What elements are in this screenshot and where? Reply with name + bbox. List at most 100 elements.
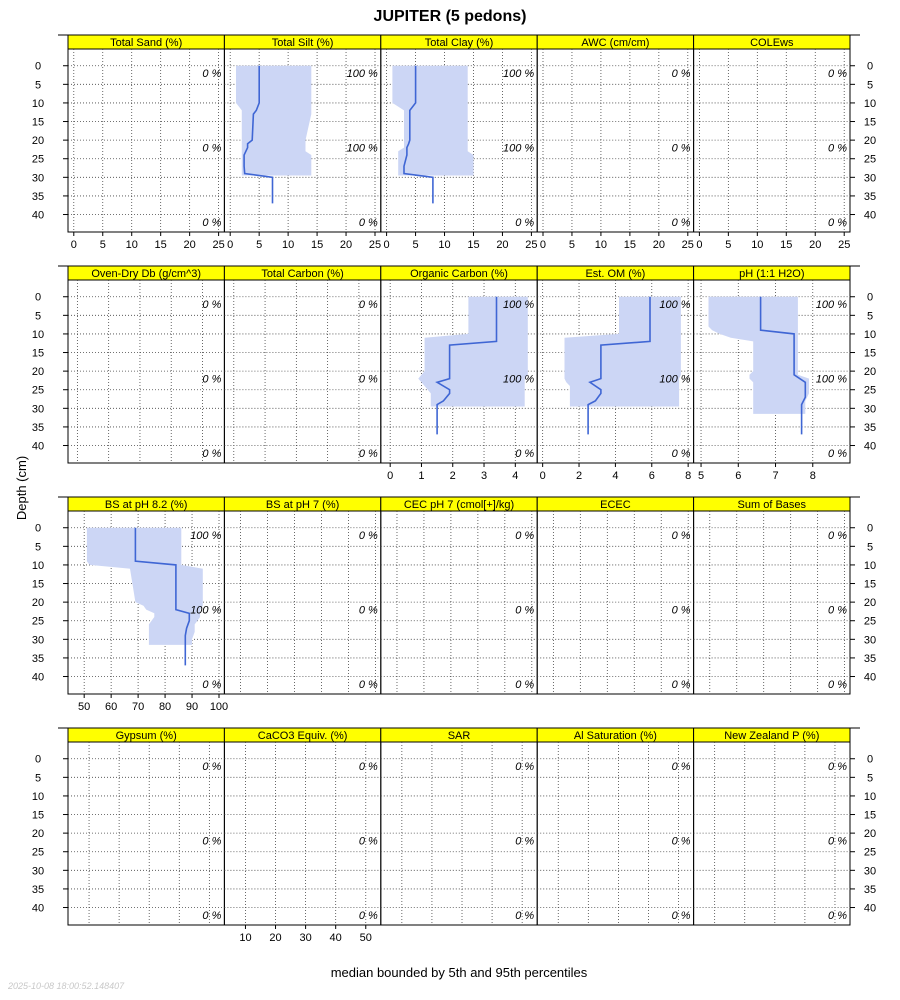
x-tick-label: 3: [481, 470, 487, 482]
y-tick-label-right: 15: [864, 810, 876, 822]
x-tick-label: 5: [412, 239, 418, 251]
y-tick-label-right: 35: [864, 191, 876, 203]
y-tick-label-right: 20: [864, 597, 876, 609]
median-line: [435, 296, 498, 435]
x-tick-label: 5: [100, 239, 106, 251]
y-tick-label-left: 25: [32, 616, 44, 628]
pct-label: 0 %: [202, 679, 221, 691]
x-tick-label: 25: [525, 239, 537, 251]
pct-label: 0 %: [202, 299, 221, 311]
x-tick-label: 2: [576, 470, 582, 482]
y-tick-label-right: 10: [864, 560, 876, 572]
x-tick-label: 5: [256, 239, 262, 251]
y-tick-label-right: 5: [867, 772, 873, 784]
y-tick-label-right: 10: [864, 98, 876, 110]
panel-row-3: BS at pH 8.2 (%)100 %100 %0 %50 60 70 80 90 1…: [32, 496, 876, 713]
percentile-band: [418, 296, 528, 407]
y-tick-label-left: 35: [32, 653, 44, 665]
y-tick-label-right: 30: [864, 172, 876, 184]
y-tick-label-left: 15: [32, 810, 44, 822]
panel-total-clay: Total Clay (%) 100 % 100 % 0 % 0 5 10 15 20 25: [380, 34, 538, 251]
panel-strip-label: BS at pH 7 (%): [266, 499, 339, 511]
pct-label: 0 %: [515, 679, 534, 691]
y-tick-label-left: 25: [32, 385, 44, 397]
median-line: [243, 65, 274, 204]
pct-label: 0 %: [672, 836, 691, 848]
panel-organic-carbon: Organic Carbon (%) 100 % 100 % 0 % 0 1 2 3 4: [380, 265, 538, 482]
panel-bs-at-ph-7: BS at pH 7 (%) 0 % 0 % 0 %: [223, 496, 382, 695]
panel-strip-label: Gypsum (%): [116, 730, 177, 742]
pct-label: 0 %: [359, 910, 378, 922]
pct-label: 0 %: [515, 530, 534, 542]
y-tick-label-right: 25: [864, 154, 876, 166]
panel-strip-label: Al Saturation (%): [574, 730, 657, 742]
y-tick-label-left: 15: [32, 579, 44, 591]
pct-label: 0 %: [672, 143, 691, 155]
pct-label: 0 %: [359, 761, 378, 773]
pct-label: 100 %: [347, 68, 378, 80]
y-tick-label-right: 35: [864, 653, 876, 665]
pct-label: 0 %: [202, 217, 221, 229]
panel-awc-cm-cm: AWC (cm/cm) 0 % 0 % 0 % 0 5 10 15 20 25: [536, 34, 695, 251]
pct-label: 100 %: [503, 143, 534, 155]
panel-row-4: Gypsum (%) 0 % 0 % 0 % CaCO3 Equiv. (%) 0 % 0 …: [32, 727, 876, 944]
pct-label: 0 %: [359, 836, 378, 848]
x-tick-label: 6: [649, 470, 655, 482]
panel-strip-label: CaCO3 Equiv. (%): [258, 730, 348, 742]
y-tick-label-left: 30: [32, 403, 44, 415]
x-tick-label: 20: [184, 239, 196, 251]
y-tick-label-left: 5: [35, 541, 41, 553]
x-tick-label: 70: [132, 701, 144, 713]
x-tick-label: 10: [126, 239, 138, 251]
x-tick-label: 4: [612, 470, 618, 482]
y-tick-label-right: 25: [864, 616, 876, 628]
y-tick-label-right: 25: [864, 847, 876, 859]
panel-sar: SAR 0 % 0 % 0 %: [380, 727, 538, 926]
median-line: [134, 527, 191, 666]
panel-est-om: Est. OM (%) 100 % 100 % 0 % 0 2 4 6 8: [536, 265, 695, 482]
panel-ecec: ECEC 0 % 0 % 0 %: [536, 496, 695, 695]
pct-label: 0 %: [515, 910, 534, 922]
pct-label: 0 %: [828, 530, 847, 542]
panel-strip-label: COLEws: [750, 37, 794, 49]
median-line: [759, 296, 807, 435]
pct-label: 100 %: [659, 374, 690, 386]
median-line: [587, 296, 651, 435]
pct-label: 0 %: [202, 68, 221, 80]
x-tick-label: 6: [735, 470, 741, 482]
panel-row-2: Oven-Dry Db (g/cm^3)0 %0 %0 %Total Carbo…: [32, 265, 876, 482]
y-tick-label-left: 5: [35, 772, 41, 784]
y-tick-label-left: 20: [32, 597, 44, 609]
panel-strip-label: Organic Carbon (%): [410, 268, 508, 280]
panel-al-saturation: Al Saturation (%) 0 % 0 % 0 %: [536, 727, 695, 926]
y-tick-label-right: 40: [864, 210, 876, 222]
pct-label: 100 %: [816, 374, 847, 386]
y-tick-label-left: 0: [35, 61, 41, 73]
x-tick-label: 10: [239, 932, 251, 944]
y-tick-label-left: 10: [32, 560, 44, 572]
panel-strip-label: New Zealand P (%): [724, 730, 819, 742]
percentile-band: [708, 296, 809, 414]
x-tick-label: 0: [540, 470, 546, 482]
pct-label: 100 %: [503, 299, 534, 311]
y-tick-label-left: 30: [32, 634, 44, 646]
y-tick-label-right: 25: [864, 385, 876, 397]
y-tick-label-left: 15: [32, 348, 44, 360]
x-tick-label: 10: [282, 239, 294, 251]
y-tick-label-left: 0: [35, 754, 41, 766]
x-tick-label: 10: [595, 239, 607, 251]
y-axis-label: Depth (cm): [14, 456, 29, 520]
panel-strip-label: BS at pH 8.2 (%): [105, 499, 188, 511]
x-tick-label: 25: [212, 239, 224, 251]
median-line: [403, 65, 434, 204]
x-tick-label: 15: [311, 239, 323, 251]
y-tick-label-right: 20: [864, 135, 876, 147]
x-tick-label: 4: [512, 470, 518, 482]
pct-label: 0 %: [202, 910, 221, 922]
x-tick-label: 5: [698, 470, 704, 482]
panel-strip-label: Est. OM (%): [585, 268, 645, 280]
pct-label: 0 %: [828, 679, 847, 691]
y-tick-label-right: 20: [864, 828, 876, 840]
x-tick-label: 0: [227, 239, 233, 251]
y-tick-label-right: 35: [864, 884, 876, 896]
